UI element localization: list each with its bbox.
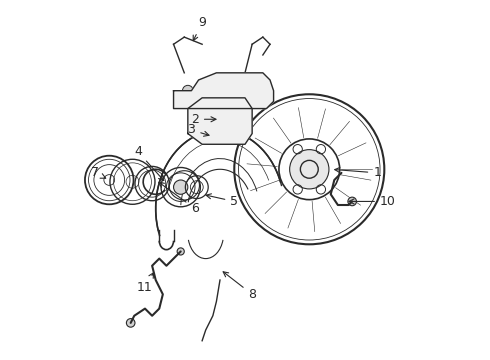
Circle shape <box>204 132 215 143</box>
Circle shape <box>182 85 193 96</box>
Text: 5: 5 <box>206 194 238 208</box>
Text: 6: 6 <box>159 183 199 215</box>
Text: 8: 8 <box>223 272 256 301</box>
Circle shape <box>173 180 188 194</box>
Circle shape <box>126 319 135 327</box>
Circle shape <box>258 85 268 96</box>
Text: 4: 4 <box>134 145 164 181</box>
Polygon shape <box>173 73 273 109</box>
Text: 2: 2 <box>191 113 216 126</box>
Text: 11: 11 <box>137 273 154 294</box>
Text: 7: 7 <box>91 166 106 179</box>
Text: 9: 9 <box>193 16 206 41</box>
Circle shape <box>177 248 184 255</box>
Circle shape <box>290 150 329 189</box>
Text: 10: 10 <box>349 195 396 208</box>
Text: 1: 1 <box>335 166 381 179</box>
Text: 3: 3 <box>188 123 209 136</box>
Polygon shape <box>188 98 252 144</box>
Circle shape <box>348 197 356 206</box>
